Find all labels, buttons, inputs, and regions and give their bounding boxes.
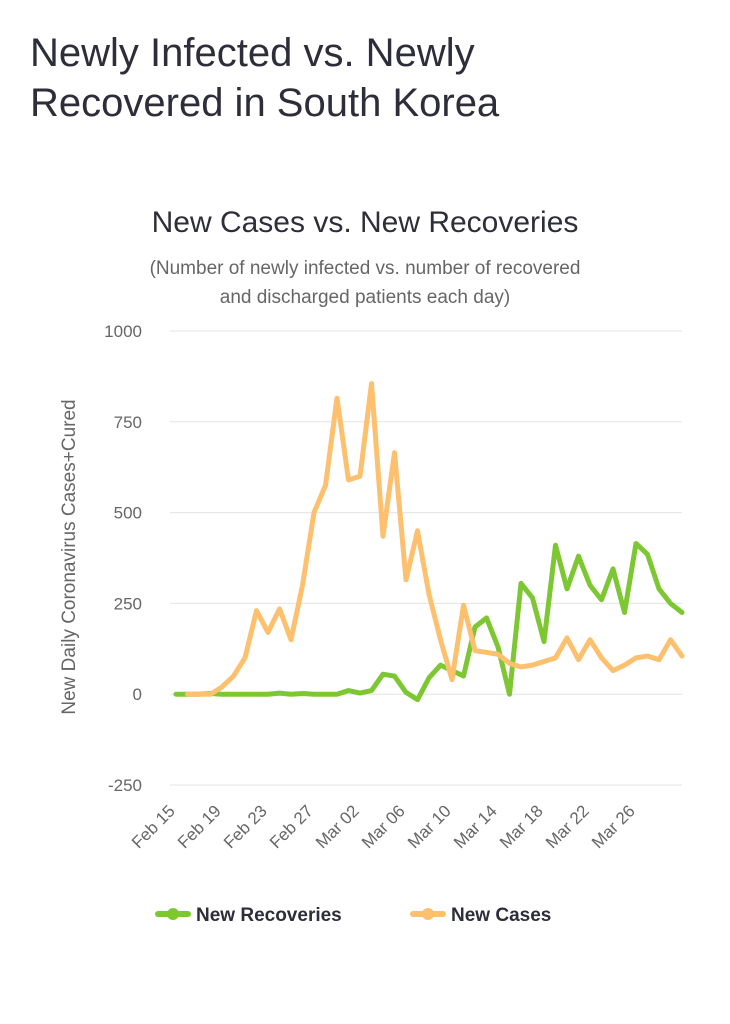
y-tick-label: 1000 <box>104 322 142 341</box>
y-tick-label: 750 <box>114 413 142 432</box>
chart-subtitle: (Number of newly infected vs. number of … <box>150 258 581 279</box>
y-tick-label: 250 <box>114 594 142 613</box>
x-tick-label: Feb 23 <box>220 801 271 852</box>
x-tick-label: Mar 14 <box>450 801 501 852</box>
chart-title: New Cases vs. New Recoveries <box>152 206 579 239</box>
legend-marker <box>167 908 179 920</box>
y-tick-label: 0 <box>133 685 142 704</box>
data-line <box>185 381 685 697</box>
x-tick-label: Feb 27 <box>266 801 317 852</box>
legend-marker <box>422 908 434 920</box>
x-tick-label: Mar 06 <box>358 801 409 852</box>
x-tick-label: Mar 22 <box>542 801 593 852</box>
x-tick-label: Feb 19 <box>174 801 225 852</box>
legend-label: New Cases <box>451 905 551 926</box>
x-tick-label: Mar 10 <box>404 801 455 852</box>
x-tick-label: Mar 02 <box>312 801 363 852</box>
y-axis-label: New Daily Coronavirus Cases+Cured <box>59 399 80 714</box>
x-tick-label: Mar 18 <box>496 801 547 852</box>
x-tick-label: Feb 15 <box>128 801 179 852</box>
y-tick-label: 500 <box>114 504 142 523</box>
page-title: Newly Infected vs. Newly Recovered in So… <box>30 31 500 125</box>
legend-label: New Recoveries <box>196 905 342 926</box>
data-line <box>173 540 685 703</box>
x-tick-label: Mar 26 <box>588 801 639 852</box>
chart-subtitle: and discharged patients each day) <box>220 287 510 308</box>
y-tick-label: -250 <box>108 776 142 795</box>
